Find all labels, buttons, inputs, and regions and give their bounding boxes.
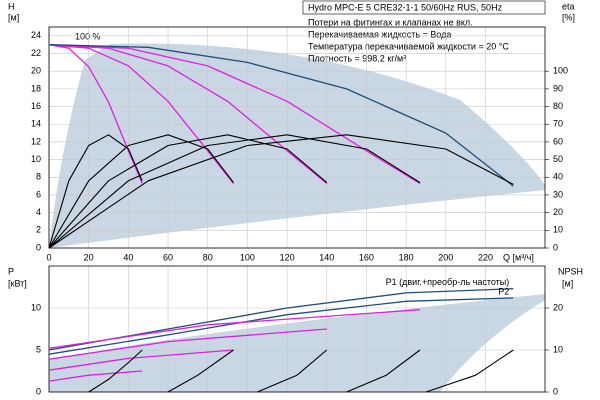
operating-range	[49, 43, 545, 249]
y-tick-label: 2	[36, 225, 41, 235]
y2-tick-label: 10	[553, 225, 563, 235]
x-tick-label: 80	[203, 252, 213, 262]
series-label: P2	[498, 286, 509, 296]
curve	[48, 44, 235, 184]
chart-title: Hydro MPC-E 5 CRE32-1-1 50/60Hz RUS, 50H…	[308, 2, 503, 12]
y2-tick-label: 0	[553, 386, 558, 396]
title-box	[302, 0, 546, 15]
x-tick-label: 200	[438, 252, 453, 262]
curve	[48, 134, 514, 249]
curve	[48, 297, 514, 355]
curve	[48, 370, 143, 382]
curve	[425, 349, 514, 393]
x-tick-label: 20	[84, 252, 94, 262]
y2-tick-label: 100	[553, 66, 568, 76]
x-tick-label: 160	[359, 252, 374, 262]
y-tick-label: 16	[31, 101, 41, 111]
x-tick-label: 140	[319, 252, 334, 262]
x-tick-label: 120	[280, 252, 295, 262]
y-label: [м]	[8, 12, 19, 22]
y-tick-label: 18	[31, 83, 41, 93]
x-tick-label: 180	[399, 252, 414, 262]
curve	[48, 349, 234, 371]
plot-frame	[48, 26, 546, 249]
y-label: P	[8, 266, 14, 276]
x-tick-label: 60	[163, 252, 173, 262]
x-tick-label: 100	[240, 252, 255, 262]
y2-label: eta	[562, 1, 575, 11]
series-label: P1 (двиг.+преобр-ль частоты)	[386, 277, 510, 287]
y-tick-label: 0	[36, 386, 41, 396]
y2-tick-label: 70	[553, 119, 563, 129]
y2-label: [м]	[562, 278, 573, 288]
y2-label: NPSH	[558, 266, 583, 276]
curve	[346, 349, 421, 393]
x-tick-label: 220	[478, 252, 493, 262]
y2-tick-label: 50	[553, 154, 563, 164]
y-tick-label: 10	[31, 302, 41, 312]
y-tick-label: 14	[31, 119, 41, 129]
y2-tick-label: 0	[553, 242, 558, 252]
curve	[48, 309, 421, 349]
plot-frame	[48, 265, 546, 393]
x-label: Q [м³/ч]	[503, 252, 534, 262]
y-label: [кВт]	[8, 278, 27, 288]
note: Перекачиваемая жидкость = Вода	[308, 29, 451, 39]
y2-tick-label: 60	[553, 136, 563, 146]
y-tick-label: 10	[31, 154, 41, 164]
curve	[257, 349, 328, 393]
y-tick-label: 6	[36, 189, 41, 199]
y-tick-label: 12	[31, 136, 41, 146]
y2-label: [%]	[562, 12, 575, 22]
y-tick-label: 0	[36, 242, 41, 252]
curve	[48, 44, 328, 185]
y-tick-label: 22	[31, 48, 41, 58]
curve	[48, 134, 234, 249]
y2-tick-label: 90	[553, 83, 563, 93]
y2-tick-label: 10	[553, 344, 563, 354]
curve	[48, 134, 421, 249]
curve	[88, 349, 143, 393]
y-tick-label: 24	[31, 30, 41, 40]
y2-tick-label: 20	[553, 302, 563, 312]
curve	[167, 349, 234, 393]
curve	[48, 44, 421, 185]
note: Плотность = 998.2 кг/м³	[308, 53, 406, 63]
curve	[48, 134, 328, 249]
curve	[48, 134, 143, 249]
curve	[48, 44, 143, 184]
x-tick-label: 40	[123, 252, 133, 262]
y-label: H	[8, 1, 15, 11]
note: Потери на фитингах и клапанах не вкл.	[308, 17, 473, 27]
y-tick-label: 4	[36, 207, 41, 217]
curve	[48, 44, 514, 187]
y-tick-label: 5	[36, 344, 41, 354]
speed-label: 100 %	[75, 31, 101, 41]
y-tick-label: 20	[31, 66, 41, 76]
y2-tick-label: 80	[553, 101, 563, 111]
curve	[48, 328, 327, 360]
y2-tick-label: 20	[553, 207, 563, 217]
y-tick-label: 8	[36, 172, 41, 182]
y2-tick-label: 40	[553, 172, 563, 182]
note: Температура перекачиваемой жидкости = 20…	[308, 41, 509, 51]
y2-tick-label: 30	[553, 189, 563, 199]
x-tick-label: 0	[46, 252, 51, 262]
power-range	[49, 294, 545, 392]
